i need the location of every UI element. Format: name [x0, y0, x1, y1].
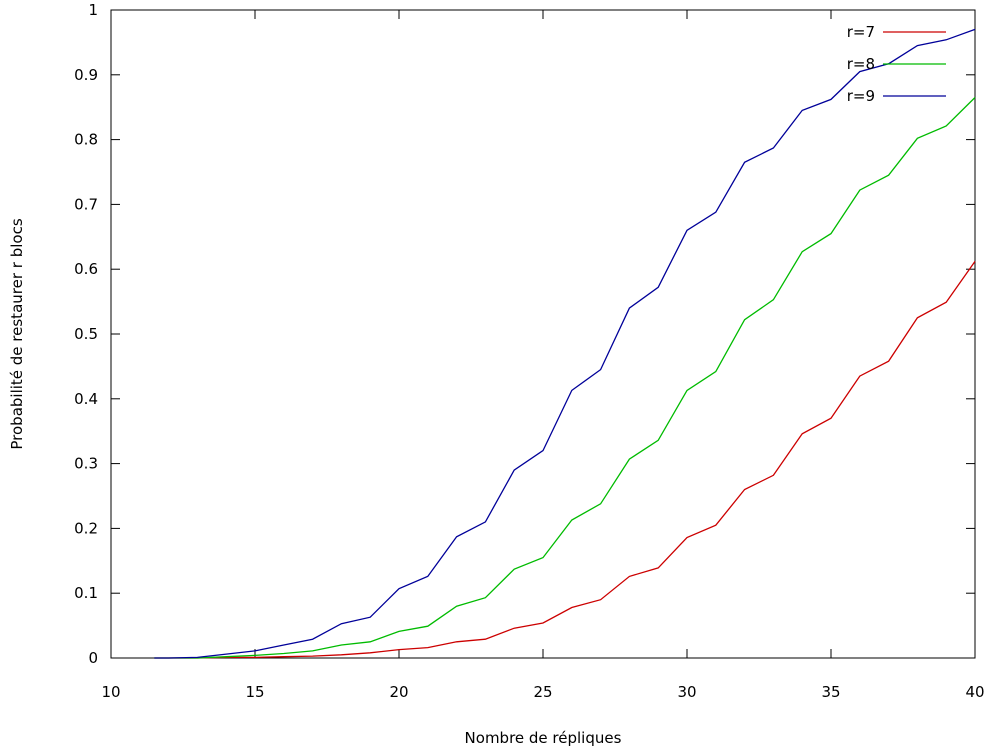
plot-frame — [110, 9, 976, 659]
y-axis: 0 0.1 0.2 0.3 0.4 0.5 0.6 0.7 0.8 0.9 1 — [74, 1, 975, 667]
x-tick-label: 25 — [533, 683, 552, 701]
series-line-r-9 — [154, 28, 976, 659]
y-tick-label: 0.7 — [74, 195, 98, 213]
legend: r=7 r=8 r=9 — [847, 23, 946, 105]
legend-label: r=7 — [847, 23, 875, 41]
x-tick-label: 20 — [389, 683, 408, 701]
y-tick-label: 0.9 — [74, 66, 98, 84]
x-tick-label: 40 — [965, 683, 984, 701]
series-line-r-8 — [154, 97, 976, 659]
x-axis: 10 15 20 25 30 35 40 — [101, 10, 985, 701]
y-tick-label: 0.1 — [74, 584, 98, 602]
x-tick-label: 35 — [821, 683, 840, 701]
y-tick-label: 0.8 — [74, 131, 98, 149]
x-tick-label: 10 — [101, 683, 120, 701]
y-tick-label: 0.4 — [74, 390, 98, 408]
x-axis-title: Nombre de répliques — [465, 729, 622, 747]
legend-label: r=9 — [847, 87, 875, 105]
y-tick-label: 0.2 — [74, 519, 98, 537]
y-tick-label: 0.3 — [74, 455, 98, 473]
series-line-r-7 — [154, 261, 976, 659]
y-tick-label: 0.5 — [74, 325, 98, 343]
legend-label: r=8 — [847, 55, 875, 73]
series-lines — [154, 28, 976, 659]
y-tick-label: 0 — [88, 649, 98, 667]
y-axis-title: Probabilité de restaurer r blocs — [8, 218, 26, 449]
x-tick-label: 30 — [677, 683, 696, 701]
y-tick-label: 1 — [88, 1, 98, 19]
y-tick-label: 0.6 — [74, 260, 98, 278]
x-tick-label: 15 — [245, 683, 264, 701]
